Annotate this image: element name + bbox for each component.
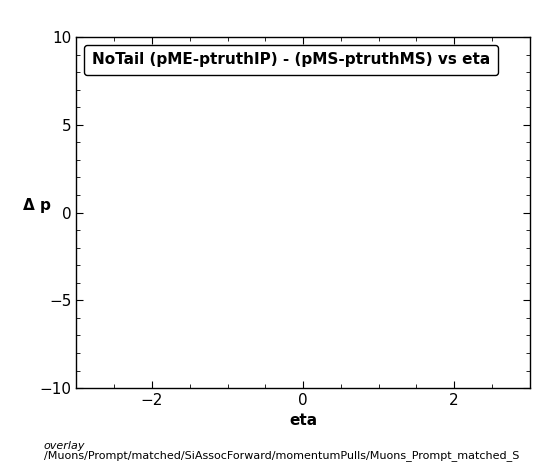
Text: overlay: overlay <box>44 441 85 451</box>
Legend: NoTail (pME-ptruthIP) - (pMS-ptruthMS) vs eta: NoTail (pME-ptruthIP) - (pMS-ptruthMS) v… <box>84 45 497 75</box>
Text: /Muons/Prompt/matched/SiAssocForward/momentumPulls/Muons_Prompt_matched_S: /Muons/Prompt/matched/SiAssocForward/mom… <box>44 450 519 462</box>
Y-axis label: Δ p: Δ p <box>23 198 51 213</box>
X-axis label: eta: eta <box>289 413 317 428</box>
